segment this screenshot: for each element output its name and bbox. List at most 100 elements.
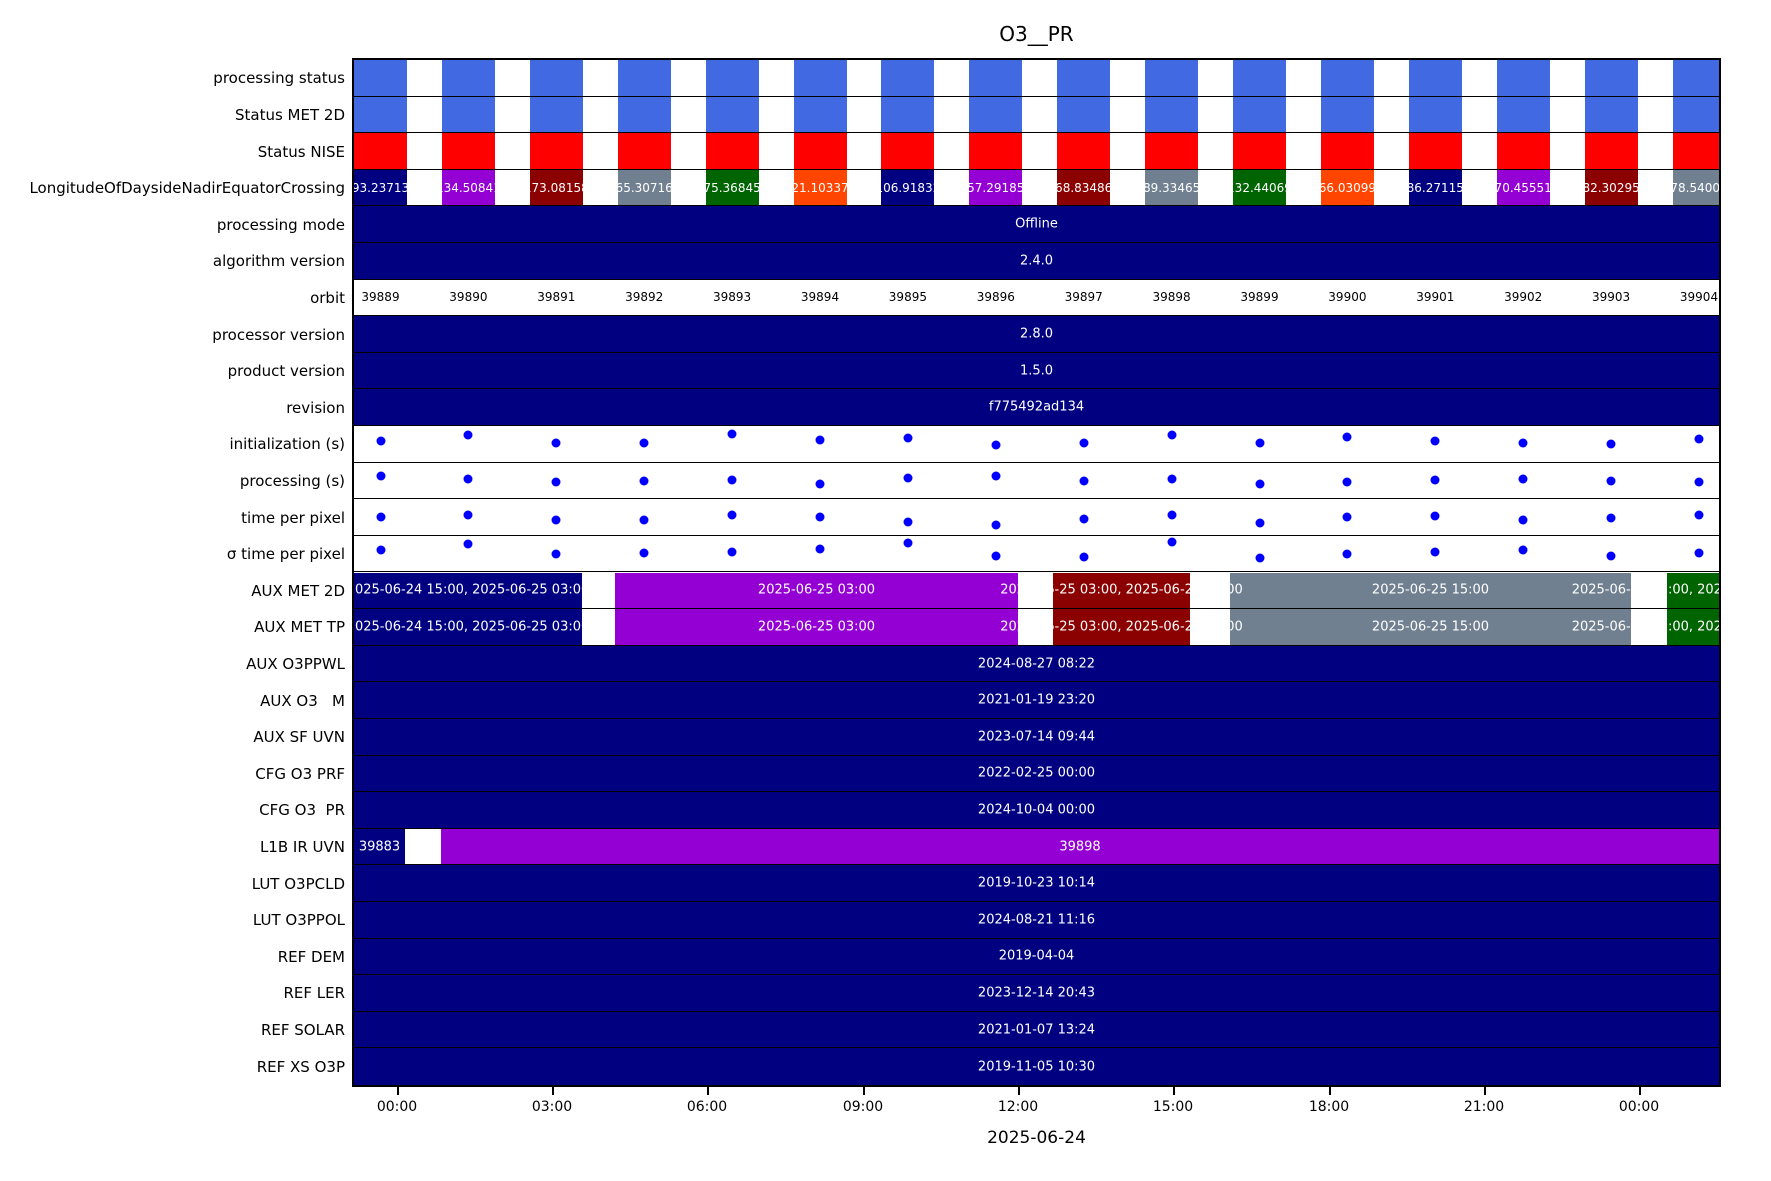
status-block: [354, 133, 407, 169]
row-label-orbit: orbit: [310, 288, 345, 307]
row-label-aux-met-tp: AUX MET TP: [254, 618, 345, 637]
row-label-processing-s: processing (s): [239, 471, 345, 490]
data-dot: [991, 520, 1001, 530]
x-tick-label: 21:00: [1463, 1099, 1505, 1115]
row-processor-version: 2.8.0: [354, 316, 1719, 353]
data-dot: [903, 433, 913, 443]
longitude-block: [969, 169, 1023, 206]
longitude-value: 93.23713: [354, 180, 410, 195]
row-status-nise: [354, 133, 1719, 170]
row-value-aux-o3-m: 2021-01-19 23:20: [977, 692, 1096, 708]
data-dot: [1606, 551, 1616, 561]
status-block: [1320, 133, 1374, 169]
row-value-processing-mode: Offline: [1015, 216, 1058, 232]
segment-label-aux-met-2d: 2025-06-25 15:00: [1371, 582, 1490, 598]
segment-label-aux-met-2d: 2025-06-25 03:00, 2025-06-25 15:00: [1000, 582, 1243, 598]
status-block: [1584, 96, 1638, 133]
x-tick-label: 03:00: [531, 1099, 573, 1115]
status-block: [1145, 133, 1199, 169]
row-label-algorithm-version: algorithm version: [212, 252, 345, 271]
orbit-number: 39891: [537, 290, 576, 305]
status-block: [1496, 133, 1550, 169]
segment-aux-met-tp: [615, 609, 1018, 645]
row-aux-sf-uvn: 2023-07-14 09:44: [354, 718, 1719, 756]
row-longitude-crossing: 93.23713 134.50841 173.08158 65.30716 75.368…: [354, 169, 1719, 207]
segment-l1b-ir-uvn: [441, 828, 1719, 865]
status-block: [1672, 133, 1719, 169]
row-value-cfg-o3-prf: 2022-02-25 00:00: [977, 765, 1096, 781]
segment-aux-met-2d: [1053, 572, 1190, 609]
x-tick-mark: [1018, 1087, 1020, 1095]
row-lut-o3pcld: 2019-10-23 10:14: [354, 865, 1719, 902]
orbit-number: 39904: [1679, 290, 1719, 305]
status-block: [1496, 96, 1550, 133]
data-dot: [727, 547, 737, 557]
status-block: [1145, 60, 1199, 96]
status-block: [617, 96, 671, 133]
row-sigma-time-per-pixel: [354, 536, 1719, 573]
row-label-processor-version: processor version: [212, 325, 345, 344]
longitude-value: 57.29185: [967, 180, 1025, 195]
orbit-number: 39890: [449, 290, 488, 305]
status-block: [529, 133, 583, 169]
data-dot: [1694, 434, 1704, 444]
status-block: [1320, 60, 1374, 96]
segment-aux-met-tp: [1667, 609, 1719, 645]
status-block: [1233, 60, 1286, 96]
row-label-status-met-2d: Status MET 2D: [234, 105, 345, 124]
row-ref-solar: 2021-01-07 13:24: [354, 1011, 1719, 1049]
row-ref-xs-o3p: 2019-11-05 10:30: [354, 1048, 1719, 1085]
longitude-block: [1408, 169, 1462, 206]
data-dot: [727, 510, 737, 520]
data-dot: [1430, 436, 1440, 446]
status-block: [1057, 96, 1111, 133]
status-block: [881, 60, 935, 96]
row-label-aux-o3-m: AUX O3 M: [260, 691, 345, 710]
data-dot: [1606, 513, 1616, 523]
status-block: [354, 60, 407, 96]
longitude-value: 70.45551: [1494, 180, 1552, 195]
longitude-block: [793, 169, 847, 206]
data-dot: [376, 512, 385, 522]
row-label-processing-mode: processing mode: [216, 215, 345, 234]
orbit-number: 39896: [976, 290, 1015, 305]
longitude-value: 78.54003: [1670, 180, 1719, 195]
longitude-block: [617, 169, 671, 206]
row-aux-o3-m: 2021-01-19 23:20: [354, 682, 1719, 719]
data-dot: [991, 471, 1001, 481]
segment-aux-met-tp: [354, 609, 582, 645]
row-value-revision: f775492ad134: [988, 399, 1085, 415]
status-block: [969, 96, 1023, 133]
chart-title: O3__PR: [999, 22, 1074, 46]
orbit-number: 39902: [1504, 290, 1543, 305]
x-tick-label: 00:00: [1618, 1099, 1660, 1115]
longitude-value: 82.30295: [1582, 180, 1640, 195]
x-tick-mark: [707, 1087, 709, 1095]
status-block: [617, 60, 671, 96]
data-dot: [991, 551, 1001, 561]
orbit-number: 39898: [1152, 290, 1191, 305]
row-lut-o3ppol: 2024-08-21 11:16: [354, 901, 1719, 939]
row-cfg-o3-pr: 2024-10-04 00:00: [354, 792, 1719, 829]
status-block: [881, 133, 935, 169]
status-block: [1584, 133, 1638, 169]
row-label-product-version: product version: [227, 362, 345, 381]
longitude-value: 173.08158: [523, 180, 589, 195]
segment-aux-met-tp: [1230, 609, 1631, 645]
data-dot: [1079, 476, 1089, 486]
data-dot: [376, 436, 385, 446]
status-block: [617, 133, 671, 169]
data-dot: [1518, 474, 1528, 484]
status-block: [441, 133, 495, 169]
data-dot: [903, 473, 913, 483]
longitude-block: [881, 169, 935, 206]
row-label-ref-dem: REF DEM: [277, 947, 345, 966]
x-tick-mark: [1484, 1087, 1486, 1095]
segment-aux-met-2d: [1230, 572, 1631, 609]
segment-label-aux-met-tp: 2025-06-25 15:00, 2025-06-26 03:00: [1571, 619, 1719, 635]
longitude-value: 89.33465: [1142, 180, 1201, 195]
status-block: [705, 60, 759, 96]
data-dot: [551, 515, 561, 525]
data-dot: [1079, 438, 1089, 448]
data-dot: [1342, 512, 1352, 522]
